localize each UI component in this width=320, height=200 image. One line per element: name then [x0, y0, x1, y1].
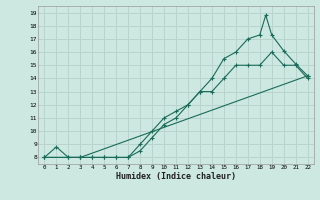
X-axis label: Humidex (Indice chaleur): Humidex (Indice chaleur)	[116, 172, 236, 181]
